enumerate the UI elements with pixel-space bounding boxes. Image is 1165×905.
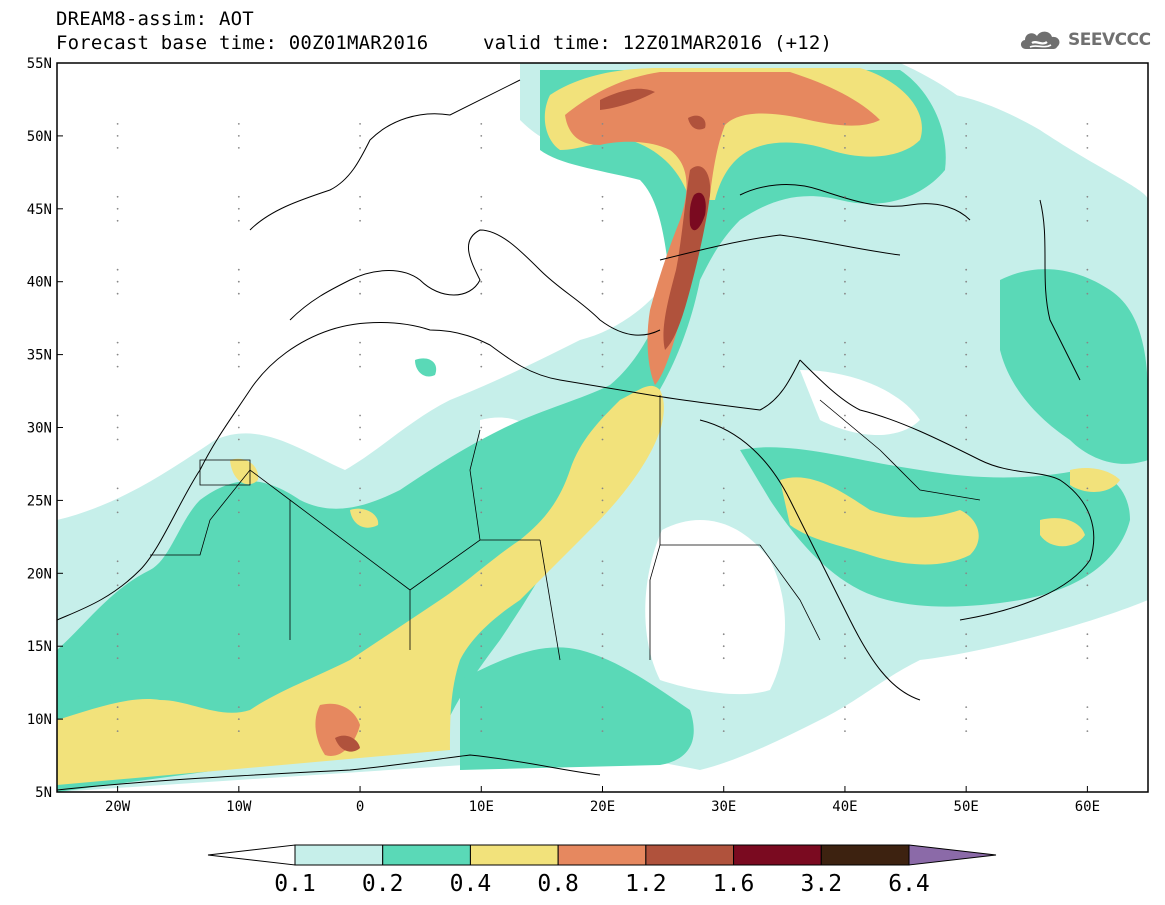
lat-label: 40N [27,275,52,291]
map-title: DREAM8-assim: AOT [56,8,254,30]
coastlines [57,79,1095,791]
lon-label: 20E [590,799,615,815]
lon-label: 60E [1075,799,1100,815]
colorbar-label: 0.4 [449,871,492,897]
colorbar-left-arrow [207,844,296,866]
lat-label: 55N [27,56,52,72]
lon-label: 10W [226,799,252,815]
lon-label: 30E [711,799,736,815]
latitude-axis: 55N 50N 45N 40N 35N 30N 25N 20N 15N 10N 5N [27,56,63,801]
colorbar-label: 6.4 [888,871,930,897]
lon-label: 10E [469,799,494,815]
colorbar-label: 0.1 [274,871,316,897]
lat-label: 50N [27,129,52,145]
longitude-axis: 20W 10W 0 10E 20E 30E 40E 50E 60E [105,786,1100,815]
colorbar-right-arrow [908,844,997,866]
aot-field [57,63,1148,792]
valid-time: valid time: 12Z01MAR2016 (+12) [483,32,833,54]
aot-level-1-6 [689,192,706,231]
colorbar-label: 3.2 [800,871,843,897]
lat-label: 35N [27,348,52,364]
seevccc-logo: SEEVCCC [1018,26,1151,54]
colorbar-swatch [382,844,471,866]
colorbar-label: 0.8 [537,871,579,897]
colorbar-swatch [733,844,822,866]
logo-text: SEEVCCC [1068,30,1151,50]
forecast-base-time: Forecast base time: 00Z01MAR2016 [56,32,429,54]
colorbar-label: 1.2 [625,871,667,897]
lon-label: 50E [954,799,979,815]
lat-label: 5N [35,785,52,801]
lat-label: 45N [27,202,52,218]
lon-label: 40E [832,799,857,815]
lat-label: 15N [27,639,52,655]
lon-label: 0 [356,799,364,815]
colorbar-swatch [469,844,559,866]
lat-label: 10N [27,712,52,728]
lat-label: 20N [27,566,52,582]
colorbar-label: 1.6 [712,871,755,897]
colorbar-label: 0.2 [361,871,404,897]
colorbar-swatch [557,844,647,866]
colorbar-swatch [645,844,735,866]
colorbar [207,844,997,866]
lat-label: 25N [27,493,52,509]
borders [150,395,981,661]
colorbar-swatch [820,844,910,866]
lon-label: 20W [105,799,131,815]
colorbar-swatch [294,844,384,866]
cloud-icon [1020,31,1060,49]
graticule [116,123,1089,732]
lat-label: 30N [27,421,52,437]
